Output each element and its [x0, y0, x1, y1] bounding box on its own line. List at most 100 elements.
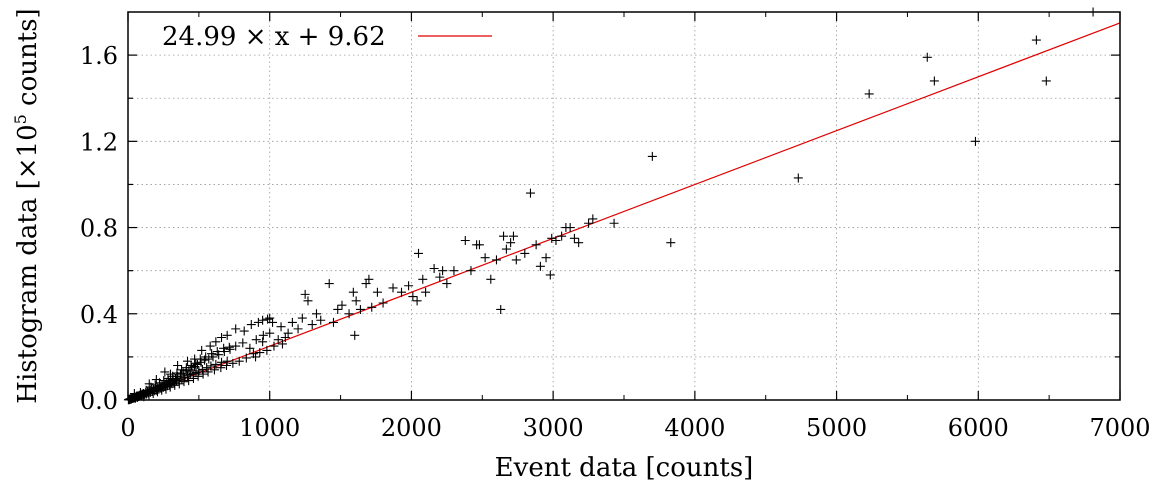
data-point [666, 238, 676, 248]
data-point [141, 385, 151, 395]
y-axis-label-exponent: 5 [11, 114, 30, 124]
data-point [217, 357, 227, 367]
data-point [565, 223, 575, 233]
data-point [205, 341, 215, 351]
data-point [170, 380, 180, 390]
data-point [531, 240, 541, 250]
data-point [265, 328, 275, 338]
data-points [123, 7, 1098, 405]
data-point [316, 315, 326, 325]
data-point [418, 274, 428, 284]
data-point [184, 376, 194, 386]
legend: 24.99 × x + 9.62 [162, 22, 492, 52]
data-point [239, 326, 249, 336]
data-point [569, 233, 579, 243]
data-point [258, 337, 268, 347]
data-point [172, 368, 182, 378]
data-point [222, 330, 232, 340]
data-point [268, 317, 278, 327]
data-point [222, 356, 232, 366]
data-point [209, 365, 219, 375]
data-point [258, 330, 268, 340]
data-point [297, 313, 307, 323]
data-point [251, 335, 261, 345]
data-point [421, 287, 431, 297]
x-tick-label: 2000 [381, 414, 442, 442]
data-point [197, 345, 207, 355]
data-point [496, 304, 506, 314]
data-point [350, 330, 360, 340]
y-axis-label-suffix: counts] [13, 8, 43, 114]
data-point [438, 266, 448, 276]
data-point [166, 369, 176, 379]
y-tick-label: 0.4 [80, 301, 118, 329]
data-point [130, 393, 140, 403]
data-point [150, 380, 160, 390]
data-point [348, 287, 358, 297]
data-point [174, 379, 184, 389]
data-point [551, 235, 561, 245]
data-point [408, 292, 418, 302]
data-point [228, 358, 238, 368]
data-point [508, 231, 518, 241]
plot-frame [127, 11, 1121, 401]
data-point [499, 231, 509, 241]
data-point [864, 89, 874, 99]
data-point [388, 283, 398, 293]
data-point [211, 337, 221, 347]
data-point [414, 248, 424, 258]
data-point [535, 261, 545, 271]
data-point [480, 253, 490, 263]
data-point [231, 324, 241, 334]
x-axis-label: Event data [counts] [495, 453, 754, 483]
data-point [574, 238, 584, 248]
data-point [173, 361, 183, 371]
data-point [609, 218, 619, 228]
data-point [217, 332, 227, 342]
x-tick-label: 3000 [523, 414, 584, 442]
data-point [179, 377, 189, 387]
x-tick-label: 0 [120, 414, 135, 442]
x-tick-label: 7000 [1089, 414, 1150, 442]
y-tick-label: 1.6 [80, 42, 118, 70]
data-point [177, 365, 187, 375]
tick-labels: 0 1000 2000 3000 4000 5000 6000 7000 0.0 0.4 0.8 1.… [80, 42, 1151, 442]
data-point [212, 347, 222, 356]
data-point [246, 320, 256, 330]
data-point [152, 387, 162, 397]
data-point [262, 345, 272, 355]
data-point [303, 296, 313, 306]
data-point [355, 304, 365, 314]
data-point [397, 287, 407, 297]
data-point [541, 253, 551, 263]
data-point [157, 385, 167, 395]
y-axis-label: Histogram data [×105 counts] [11, 8, 43, 403]
y-tick-label: 1.2 [80, 128, 118, 156]
data-point [231, 341, 241, 351]
axis-ticks [127, 12, 1121, 400]
data-point [159, 376, 169, 386]
data-point [193, 371, 203, 381]
data-point [474, 240, 484, 250]
data-point [151, 375, 161, 385]
data-point [486, 274, 496, 284]
data-point [545, 270, 555, 280]
data-point [372, 287, 382, 297]
data-point [219, 343, 229, 353]
data-point [364, 274, 374, 284]
y-tick-label: 0.8 [80, 215, 118, 243]
data-point [378, 298, 388, 308]
data-point [190, 354, 200, 364]
data-point [412, 296, 422, 306]
data-point [276, 322, 286, 332]
data-point [557, 231, 567, 241]
data-point [328, 317, 338, 327]
data-point [333, 304, 343, 314]
data-point [207, 349, 217, 359]
data-point [520, 248, 530, 258]
data-point [324, 279, 334, 289]
data-point [287, 317, 297, 327]
data-point [238, 338, 248, 348]
data-point [404, 281, 414, 291]
